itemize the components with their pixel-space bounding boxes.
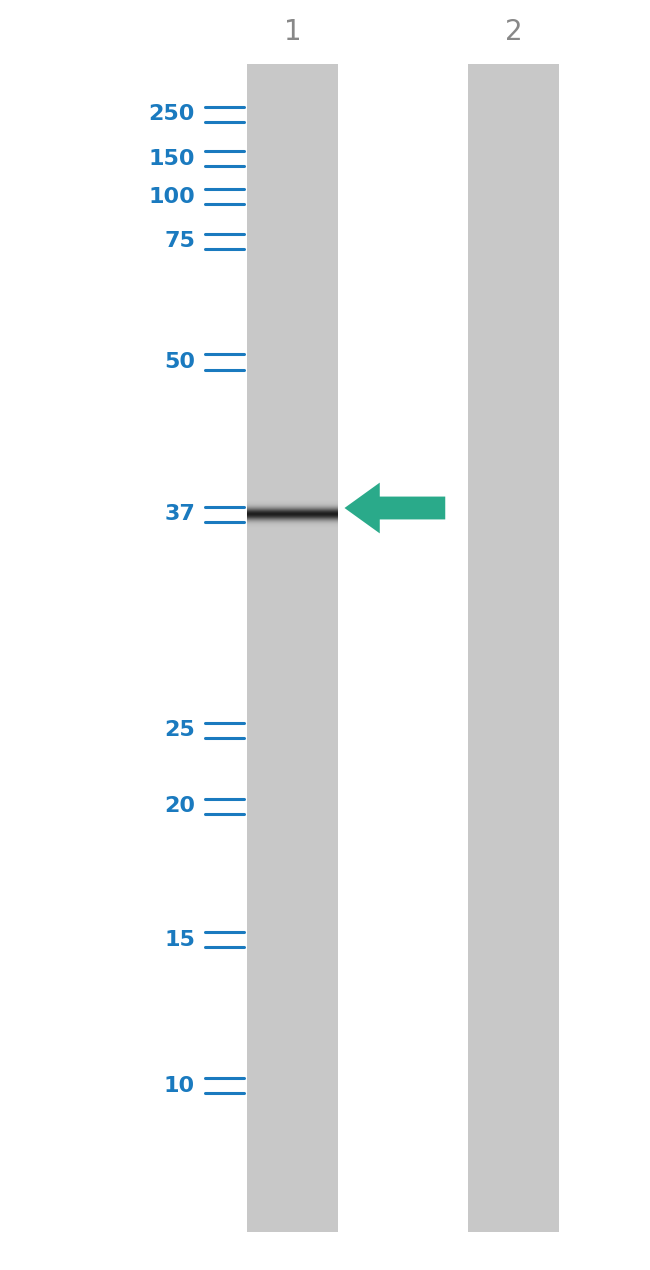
Text: 75: 75 (164, 231, 195, 251)
Text: 20: 20 (164, 796, 195, 817)
Text: 50: 50 (164, 352, 195, 372)
Text: 15: 15 (164, 930, 195, 950)
Text: 10: 10 (164, 1076, 195, 1096)
Bar (247, 64, 338, 1232)
Text: 25: 25 (164, 720, 195, 740)
Text: 37: 37 (164, 504, 195, 525)
Bar (468, 64, 559, 1232)
Text: 150: 150 (148, 149, 195, 169)
Text: 2: 2 (504, 18, 523, 46)
Text: 250: 250 (149, 104, 195, 124)
Text: 1: 1 (283, 18, 302, 46)
FancyArrow shape (344, 483, 445, 533)
Text: 100: 100 (148, 187, 195, 207)
